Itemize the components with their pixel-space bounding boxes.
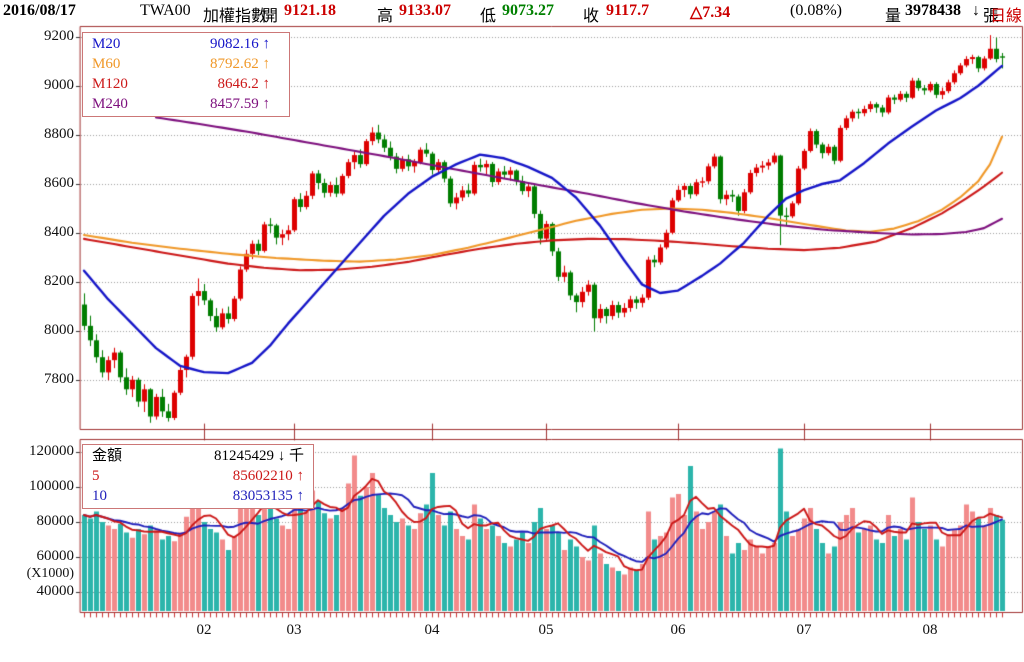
index-name-label: 加權指數 [203, 8, 268, 25]
ma-legend-value: 8457.59 ↑ [210, 96, 270, 112]
vol-legend-label: 5 [92, 468, 100, 484]
vol-legend-row: 5 85602210 ↑ [83, 466, 313, 486]
month-axis-label: 07 [796, 622, 812, 638]
high-label: 高 [377, 8, 394, 25]
close-value: 9117.7 [606, 2, 650, 19]
close-label: 收 [583, 8, 600, 25]
low-value: 9073.27 [502, 2, 554, 19]
date-label: 2016/08/17 [3, 2, 76, 19]
month-axis-label: 04 [424, 622, 440, 638]
ma-legend-label: M120 [92, 76, 128, 92]
month-axis-label: 02 [196, 622, 212, 638]
price-axis-label: 9000 [44, 77, 74, 93]
month-axis-label: 05 [538, 622, 554, 638]
ma-legend-value: 8646.2 ↑ [217, 76, 271, 92]
ma-legend-label: M240 [92, 96, 128, 112]
change-value: △7.34 [690, 4, 731, 21]
month-axis-label: 06 [670, 622, 686, 638]
volume-value: 3978438 [905, 2, 961, 19]
ma-legend-row: M120 8646.2 ↑ [83, 74, 289, 94]
vol-legend-label: 10 [92, 488, 107, 504]
volume-axis-label: 60000 [36, 548, 75, 564]
vol-legend-value: 85602210 ↑ [232, 468, 304, 484]
change-percent: (0.08%) [790, 2, 842, 19]
vol-legend-row: 金額 81245429 ↓ 千 [83, 446, 313, 466]
volume-axis-label: 120000 [29, 443, 74, 459]
volume-down-arrow-icon: ↓ [972, 2, 980, 19]
ma-legend-row: M240 8457.59 ↑ [83, 94, 289, 114]
price-axis-label: 8400 [44, 224, 74, 240]
volume-unit: 張 [983, 8, 1000, 25]
ma-legend-label: M20 [92, 36, 121, 52]
ma-legend-label: M60 [92, 56, 121, 72]
volume-axis-label: 40000 [36, 583, 75, 599]
volume-axis-label: 80000 [36, 513, 75, 529]
volume-label: 量 [885, 8, 902, 25]
high-value: 9133.07 [399, 2, 451, 19]
price-axis-label: 8800 [44, 126, 74, 142]
ma-legend-box: M20 9082.16 ↑ M60 8792.62 ↑ M120 8646.2 ↑ M240… [82, 32, 290, 117]
ma-legend-row: M60 8792.62 ↑ [83, 54, 289, 74]
month-axis-label: 08 [922, 622, 938, 638]
price-axis-label: 9200 [44, 28, 74, 44]
price-axis-label: 8000 [44, 322, 74, 338]
vol-legend-value: 83053135 ↑ [232, 488, 304, 504]
vol-legend-row: 10 83053135 ↑ [83, 486, 313, 506]
ma-legend-value: 9082.16 ↑ [210, 36, 270, 52]
low-label: 低 [480, 8, 497, 25]
volume-legend-box: 金額 81245429 ↓ 千 5 85602210 ↑ 10 83053135 ↑ [82, 444, 314, 509]
price-axis-label: 7800 [44, 371, 74, 387]
symbol-label: TWA00 [140, 2, 191, 19]
month-axis-label: 03 [286, 622, 302, 638]
price-axis-label: 8600 [44, 175, 74, 191]
vol-legend-label: 金額 [92, 448, 123, 464]
header: 2016/08/17 TWA00 加權指數 開 9121.18 高 9133.0… [0, 0, 1024, 26]
price-axis-label: 8200 [44, 273, 74, 289]
vol-legend-value: 81245429 ↓ 千 [213, 448, 304, 464]
volume-axis-label: 100000 [29, 478, 74, 494]
period-selector[interactable]: 日線 [989, 8, 1022, 25]
ma-legend-value: 8792.62 ↑ [210, 56, 270, 72]
volume-unit-note: (X1000) [26, 566, 74, 581]
ma-legend-row: M20 9082.16 ↑ [83, 34, 289, 54]
open-value: 9121.18 [284, 2, 336, 19]
open-label: 開 [262, 8, 279, 25]
